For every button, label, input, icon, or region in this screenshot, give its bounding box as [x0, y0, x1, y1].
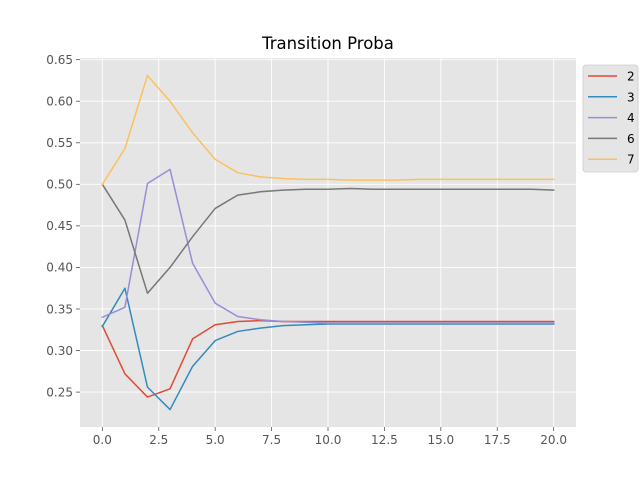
x-tick-label: 12.5 [371, 433, 398, 447]
series-line-6 [101, 183, 555, 294]
y-tick-label: 0.65 [46, 53, 73, 67]
y-tick-label: 0.40 [46, 261, 73, 275]
series-line-4 [101, 168, 555, 324]
x-tick-label: 5.0 [206, 433, 225, 447]
y-tick-label: 0.55 [46, 136, 73, 150]
x-tick-label: 0.0 [93, 433, 112, 447]
series-line-7 [101, 74, 555, 186]
series-line-2 [101, 319, 555, 398]
legend-label-6: 6 [627, 132, 635, 146]
grid-layer [80, 58, 576, 427]
y-axis-ticks: 0.25 0.30 0.35 0.40 0.45 0.50 0.55 0.60 0.65 [46, 53, 80, 399]
series-layer [101, 74, 555, 411]
legend-label-3: 3 [627, 90, 635, 104]
chart-title: Transition Proba [261, 34, 394, 53]
y-tick-label: 0.45 [46, 219, 73, 233]
y-tick-label: 0.50 [46, 178, 73, 192]
x-tick-label: 2.5 [149, 433, 168, 447]
y-tick-label: 0.35 [46, 302, 73, 316]
legend-label-7: 7 [627, 153, 635, 167]
legend-label-4: 4 [627, 111, 635, 125]
x-axis-ticks: 0.0 2.5 5.0 7.5 10.0 12.5 15.0 17.5 20.0 [93, 427, 567, 447]
x-tick-label: 15.0 [427, 433, 454, 447]
x-tick-label: 10.0 [315, 433, 342, 447]
x-tick-label: 7.5 [262, 433, 281, 447]
legend-label-2: 2 [627, 70, 635, 84]
x-tick-label: 20.0 [540, 433, 567, 447]
x-tick-label: 17.5 [484, 433, 511, 447]
y-tick-label: 0.60 [46, 95, 73, 109]
y-tick-label: 0.30 [46, 344, 73, 358]
legend: 2 3 4 6 7 [582, 64, 639, 173]
series-line-3 [101, 287, 555, 411]
y-tick-label: 0.25 [46, 385, 73, 399]
legend-frame [582, 64, 639, 173]
